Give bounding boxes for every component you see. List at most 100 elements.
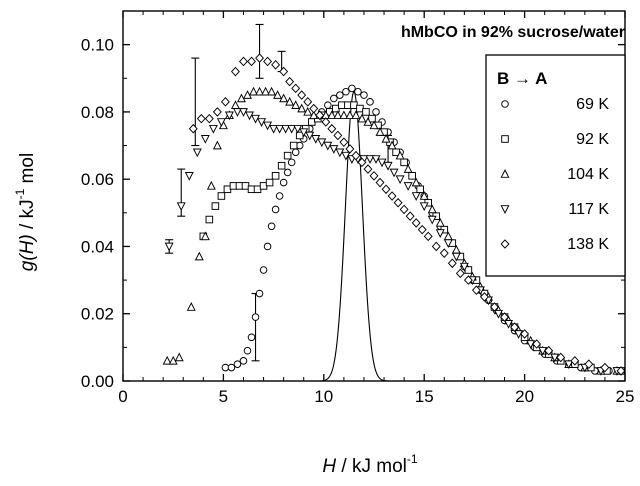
data-point — [291, 83, 301, 94]
data-point — [520, 329, 530, 339]
data-point — [279, 93, 289, 103]
data-point — [387, 140, 397, 150]
data-point — [247, 56, 256, 67]
data-point — [291, 100, 301, 109]
data-point — [387, 191, 397, 201]
y-tick-label: 0.02 — [81, 305, 114, 324]
data-point — [285, 96, 295, 106]
data-point — [186, 302, 196, 311]
data-point — [239, 357, 248, 365]
data-point — [283, 151, 292, 160]
legend-title: B → A — [497, 69, 547, 88]
data-point — [311, 135, 321, 144]
data-point — [309, 103, 319, 114]
data-point — [275, 124, 285, 134]
data-point — [427, 204, 437, 214]
data-point — [194, 251, 204, 261]
data-point — [176, 202, 186, 212]
data-point — [297, 90, 307, 100]
data-point — [249, 86, 258, 96]
data-point — [204, 113, 214, 124]
data-point — [443, 239, 453, 249]
data-point — [255, 53, 264, 63]
x-axis-label: H / kJ mol-1 — [322, 452, 417, 477]
data-point — [584, 359, 594, 369]
data-point — [354, 87, 362, 96]
data-point — [564, 360, 574, 370]
data-point — [335, 148, 345, 158]
legend-marker — [500, 239, 510, 249]
data-point — [200, 135, 210, 144]
data-point — [494, 309, 503, 319]
data-point — [257, 118, 267, 127]
legend-marker — [500, 169, 510, 178]
data-point — [255, 289, 264, 298]
legend: B → A 69 K 92 K 104 K 117 K 138 K — [485, 54, 626, 277]
data-point — [570, 356, 580, 366]
data-point — [439, 248, 449, 258]
y-tick-label: 0.08 — [81, 103, 114, 122]
data-point — [395, 150, 405, 160]
data-point — [365, 155, 375, 164]
data-point — [281, 124, 291, 134]
data-point — [279, 66, 289, 77]
data-point — [327, 123, 337, 134]
data-point — [369, 120, 379, 130]
data-point — [369, 171, 379, 181]
data-point — [287, 124, 297, 134]
x-tick-label: 10 — [314, 387, 333, 406]
data-point — [417, 224, 427, 235]
data-point — [243, 90, 252, 99]
data-point — [411, 218, 421, 228]
data-point — [205, 215, 214, 224]
x-tick-label: 25 — [616, 387, 635, 406]
data-point — [216, 118, 226, 127]
data-point — [164, 242, 174, 252]
data-point — [616, 366, 626, 376]
data-point — [526, 340, 536, 349]
data-point — [329, 145, 339, 154]
data-point — [227, 363, 236, 372]
data-point — [233, 360, 242, 368]
data-point — [381, 133, 391, 143]
data-point — [232, 108, 242, 117]
data-point — [230, 100, 240, 109]
data-point — [550, 353, 560, 363]
data-point — [317, 138, 327, 148]
data-point — [510, 322, 520, 332]
data-point — [271, 205, 280, 214]
data-point — [383, 161, 393, 171]
data-point — [333, 130, 343, 141]
data-point — [400, 158, 408, 167]
data-point — [399, 204, 409, 215]
data-point — [455, 268, 465, 279]
data-point — [471, 285, 481, 295]
data-point — [184, 172, 194, 181]
data-point — [305, 131, 315, 141]
data-point — [333, 110, 343, 120]
data-point — [411, 177, 421, 187]
data-point — [419, 191, 429, 200]
data-point — [459, 262, 469, 272]
data-point — [287, 158, 296, 167]
data-point — [514, 330, 524, 339]
data-point — [479, 292, 489, 302]
data-point — [212, 107, 222, 117]
data-point — [168, 355, 178, 365]
data-point — [532, 339, 542, 349]
data-point — [403, 164, 413, 173]
data-point — [255, 86, 265, 96]
data-point — [345, 144, 355, 154]
data-point — [217, 192, 226, 200]
data-point — [342, 87, 350, 96]
data-point — [339, 110, 349, 120]
data-point — [423, 231, 433, 242]
data-point — [372, 108, 380, 116]
data-point — [348, 84, 356, 93]
data-point — [341, 151, 351, 161]
data-point — [339, 137, 349, 147]
data-point — [289, 141, 298, 150]
data-point — [408, 172, 416, 180]
y-tick-label: 0.10 — [81, 36, 114, 55]
